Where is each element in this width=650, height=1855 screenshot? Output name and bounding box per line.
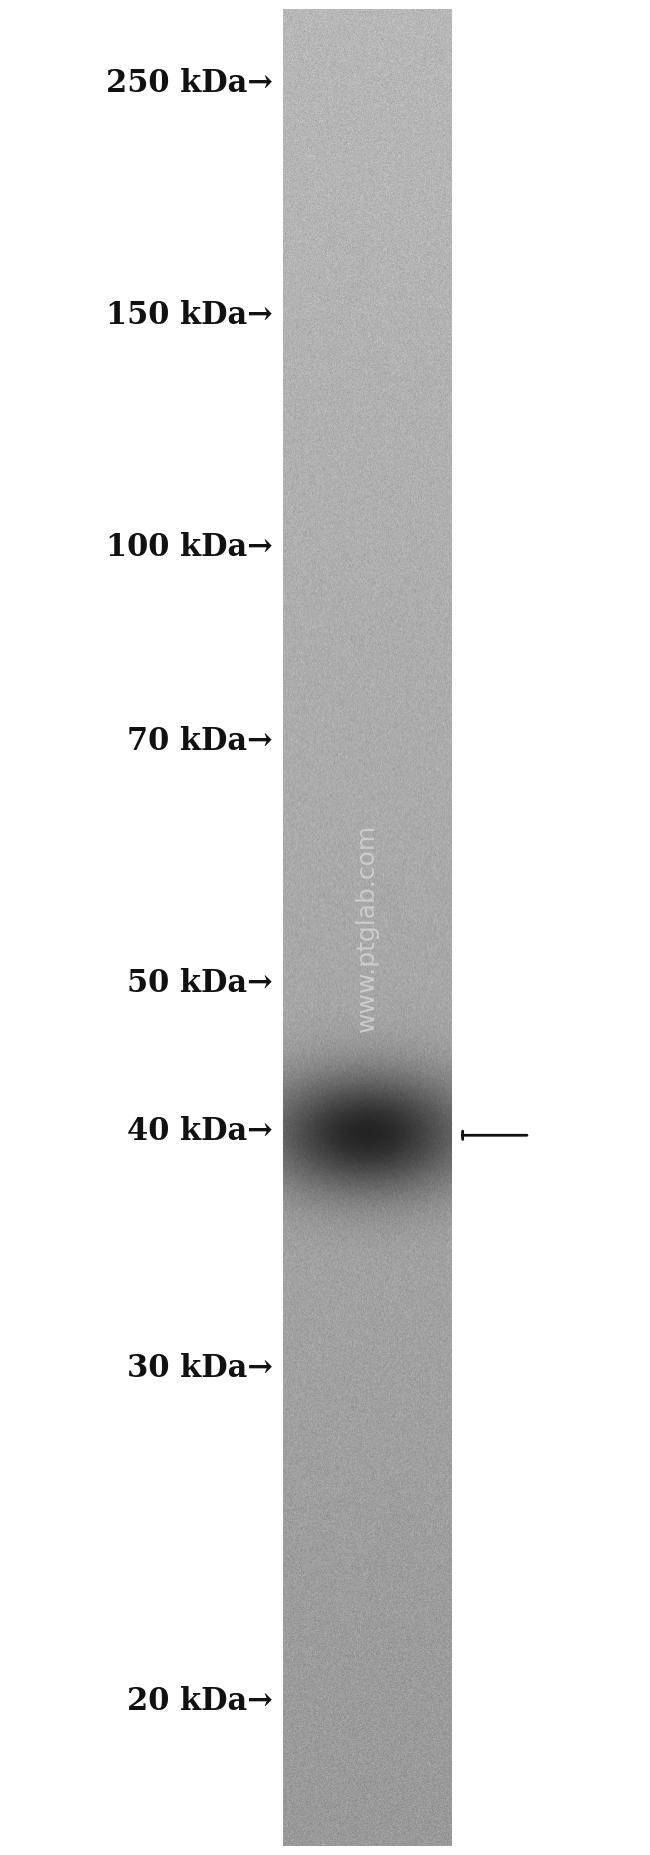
Text: 50 kDa→: 50 kDa→ [127, 968, 273, 998]
Text: 30 kDa→: 30 kDa→ [127, 1354, 273, 1384]
Text: www.ptglab.com: www.ptglab.com [356, 824, 379, 1031]
Text: 20 kDa→: 20 kDa→ [127, 1686, 273, 1716]
Text: 150 kDa→: 150 kDa→ [106, 301, 273, 330]
Text: 100 kDa→: 100 kDa→ [106, 532, 273, 562]
Text: 250 kDa→: 250 kDa→ [106, 69, 273, 98]
Text: 70 kDa→: 70 kDa→ [127, 727, 273, 757]
Text: 40 kDa→: 40 kDa→ [127, 1117, 273, 1146]
